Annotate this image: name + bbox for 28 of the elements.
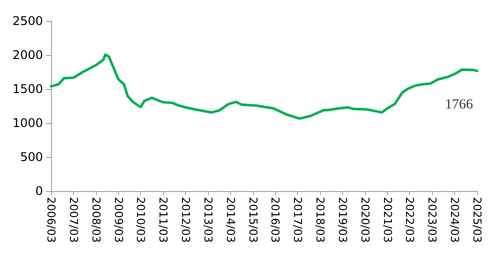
- x-tick-label: 2010/03: [134, 197, 148, 243]
- annotation: 1766: [445, 97, 473, 112]
- y-tick-label: 1000: [12, 116, 43, 130]
- x-tick-label: 2016/03: [268, 197, 282, 243]
- x-tick-label: 2020/03: [358, 197, 372, 243]
- x-tick-label: 2014/03: [224, 197, 237, 243]
- x-tick-label: 2018/03: [314, 197, 327, 243]
- x-tick-label: 2011/03: [156, 197, 170, 243]
- x-tick-label: 2022/03: [403, 197, 416, 243]
- x-tick-label: 2021/03: [380, 197, 394, 243]
- x-tick-label: 2015/03: [246, 197, 260, 243]
- y-tick-label: 2500: [12, 14, 43, 28]
- x-tick-label: 2019/03: [336, 197, 349, 243]
- y-tick-label: 1500: [12, 82, 43, 96]
- x-tick-label: 2006/03: [44, 197, 58, 243]
- y-tick-label: 500: [20, 150, 43, 164]
- x-tick-label: 2017/03: [291, 197, 304, 243]
- x-tick-label: 2007/03: [66, 197, 80, 243]
- y-tick-label: 2000: [12, 48, 43, 62]
- line-series: [50, 53, 478, 120]
- x-tick-label: 2025/03: [470, 197, 484, 243]
- x-tick-label: 2012/03: [179, 197, 192, 243]
- x-tick-label: 2023/03: [426, 197, 439, 243]
- y-tick-label: 0: [35, 184, 43, 198]
- x-tick-label: 2009/03: [112, 197, 125, 243]
- x-tick-label: 2024/03: [448, 197, 462, 243]
- x-tick-label: 2008/03: [89, 197, 102, 243]
- x-tick-label: 2013/03: [201, 197, 214, 243]
